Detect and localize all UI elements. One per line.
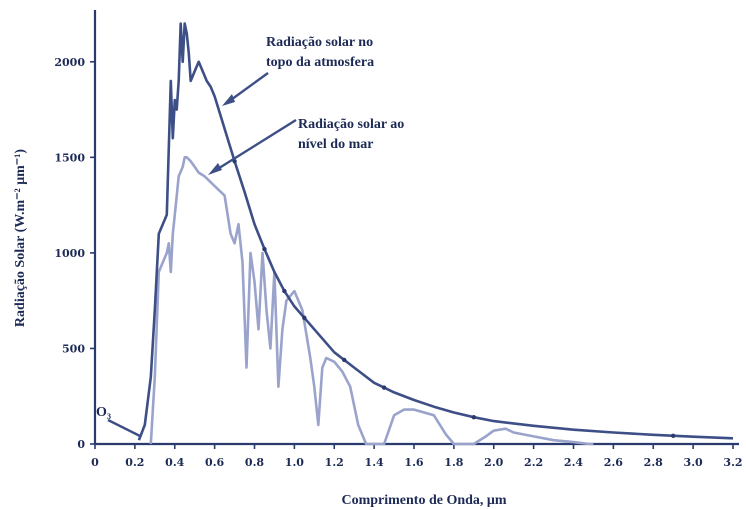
x-tick-label: 1.6 (404, 456, 423, 469)
x-tick-label: 0.2 (125, 456, 144, 469)
annotation-top-line1: Radiação solar no (266, 35, 373, 50)
annotation-top: Radiação solar no topo da atmosfera (222, 35, 374, 106)
annotation-top-arrowhead (222, 94, 235, 106)
series-marker (471, 415, 477, 420)
annotation-sea-line2: nível do mar (298, 137, 373, 152)
annotation-sea: Radiação solar ao nível do mar (208, 117, 404, 175)
y-tick-label: 1500 (54, 151, 85, 164)
y-ticks: 0 500 1000 1500 2000 (54, 56, 95, 451)
annotation-ozone-arrow (107, 418, 141, 438)
series-marker (302, 315, 307, 321)
series-marker (381, 385, 387, 390)
axes (93, 10, 739, 446)
series-marker (670, 433, 676, 438)
series-marker (342, 357, 347, 363)
y-tick-label: 1000 (54, 247, 85, 260)
x-tick-label: 2.4 (564, 456, 583, 469)
y-tick-label: 0 (77, 438, 85, 451)
y-tick-label: 500 (62, 342, 85, 355)
x-tick-label: 1.4 (365, 456, 384, 469)
series-sea-level-line (149, 156, 594, 446)
x-axis-title: Comprimento de Onda, μm (341, 493, 506, 508)
x-tick-label: 2.2 (524, 456, 543, 469)
annotation-sea-arrow (215, 118, 297, 172)
x-tick-label: 2.0 (484, 456, 503, 469)
series-marker (282, 288, 287, 294)
x-tick-label: 0 (91, 456, 99, 469)
annotation-ozone: O₃ (96, 405, 141, 438)
series-top-of-atmosphere-line (137, 22, 734, 441)
x-tick-label: 3.0 (684, 456, 703, 469)
x-tick-label: 2.6 (604, 456, 623, 469)
x-tick-label: 0.8 (245, 456, 264, 469)
annotation-sea-arrowhead (208, 163, 222, 175)
y-tick-label: 2000 (54, 56, 85, 69)
annotation-sea-line1: Radiação solar ao (298, 117, 404, 132)
x-tick-label: 2.8 (644, 456, 663, 469)
annotation-top-arrow (227, 72, 269, 103)
series-marker (262, 246, 267, 252)
x-tick-label: 3.2 (723, 456, 742, 469)
x-tick-label: 1.8 (444, 456, 463, 469)
x-tick-label: 1.2 (325, 456, 344, 469)
annotation-ozone-label: O₃ (96, 405, 111, 420)
x-tick-label: 0.4 (165, 456, 184, 469)
annotation-top-line2: topo da atmosfera (266, 55, 374, 70)
y-axis-title: Radiação Solar (W.m⁻² μm⁻¹) (13, 149, 28, 327)
x-ticks: 0 0.2 0.4 0.6 0.8 1.0 1.2 1.4 1.6 1.8 2.0 2.2 2.4 2.6… (91, 444, 743, 469)
x-tick-label: 0.6 (205, 456, 224, 469)
x-tick-label: 1.0 (285, 456, 304, 469)
series-lines (137, 22, 734, 446)
